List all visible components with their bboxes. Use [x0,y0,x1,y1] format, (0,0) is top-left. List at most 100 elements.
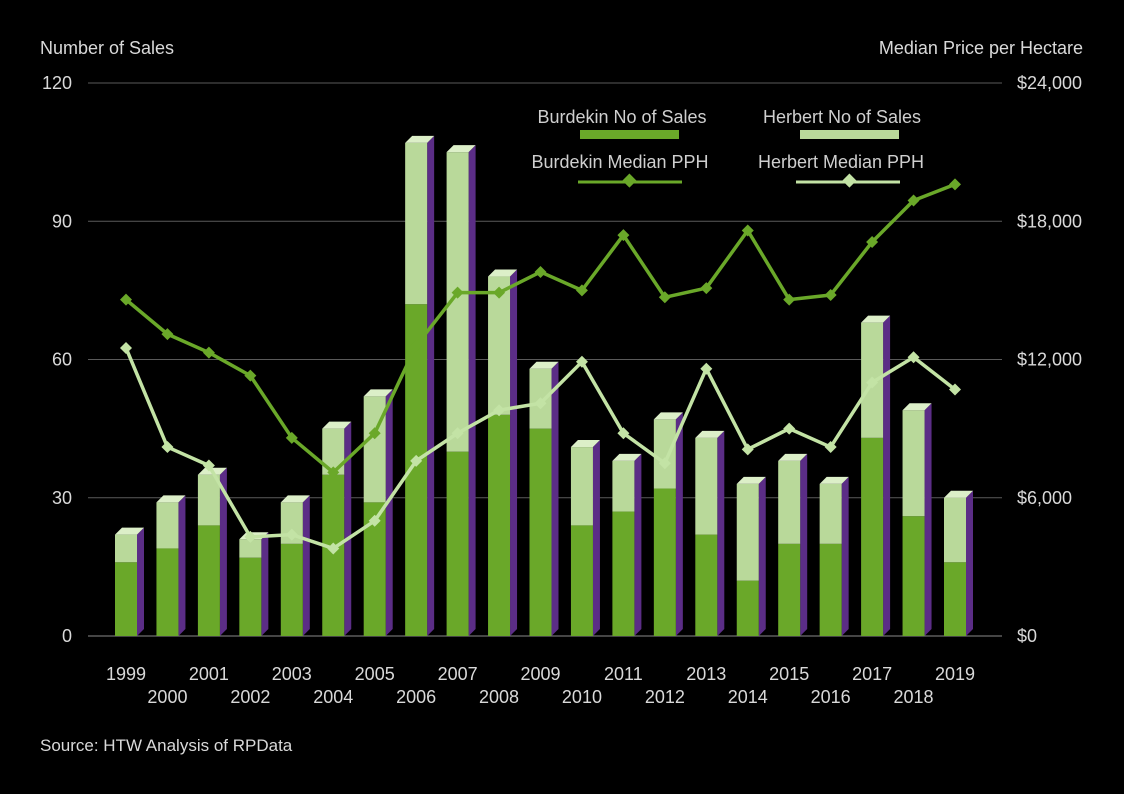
point-2010 [575,355,588,368]
bar-burdekin-sales [653,488,676,636]
bar-side [717,430,725,636]
point-2004 [327,466,340,479]
x-axis-ticks: 1999200020012002200320042005200620072008… [106,664,975,707]
point-2018 [907,194,920,207]
bar-top [156,495,186,503]
bar-top [570,440,600,448]
bar-2015 [778,453,808,636]
bar-top [488,269,518,277]
x-tick-label: 2019 [935,664,975,684]
bar-herbert-sales [944,497,966,563]
x-tick-label: 1999 [106,664,146,684]
point-2000 [161,441,174,454]
bar-side [841,476,849,636]
point-2013 [700,282,713,295]
bar-side [675,412,683,636]
bar-burdekin-sales [488,414,511,636]
source-note: Source: HTW Analysis of RPData [40,736,293,755]
bar-side [137,527,144,636]
bar-burdekin-sales [529,428,552,636]
point-2009 [534,265,547,278]
point-2007 [451,427,464,440]
point-2013 [700,362,713,375]
point-2007 [451,286,464,299]
bar-2006 [405,135,435,637]
x-tick-label: 2017 [852,664,892,684]
point-2012 [658,291,671,304]
bar-side [344,421,352,636]
point-2015 [783,422,796,435]
right-tick-label: $24,000 [1017,73,1082,93]
bar-top [115,527,144,535]
bar-burdekin-sales [363,502,386,636]
bar-herbert-sales [653,419,676,489]
point-2019 [949,383,961,396]
bar-top [944,490,973,498]
bar-side [592,440,600,636]
x-tick-label: 2018 [894,687,934,707]
left-axis-ticks: 0 30 60 90 120 [42,73,72,646]
bar-herbert-sales [695,437,718,535]
bar-burdekin-sales [156,548,179,636]
legend-label-burdekin-pph: Burdekin Median PPH [531,152,708,172]
bar-herbert-sales [156,502,179,549]
bar-side [302,495,310,636]
bar-herbert-sales [446,152,469,452]
x-tick-label: 2004 [313,687,353,707]
x-tick-label: 2010 [562,687,602,707]
right-tick-label: $12,000 [1017,350,1082,370]
point-2011 [617,427,630,440]
point-2010 [575,284,588,297]
price-lines [120,178,961,555]
x-tick-label: 2008 [479,687,519,707]
bar-side [261,532,269,636]
x-tick-label: 2014 [728,687,768,707]
bar-top [529,361,559,369]
point-2017 [866,376,879,389]
bar-2013 [695,430,725,636]
bar-top [653,412,683,420]
point-2014 [741,443,754,456]
point-2012 [658,457,671,470]
point-1999 [120,341,132,354]
point-2004 [327,542,340,555]
right-axis-title: Median Price per Hectare [879,38,1083,58]
bar-2008 [488,269,518,636]
bar-2007 [446,145,476,636]
point-2005 [368,514,381,527]
point-1999 [120,293,132,306]
bar-side [758,476,766,636]
bar-herbert-sales [612,460,635,512]
bar-side [510,269,518,636]
bar-2012 [653,412,683,636]
bar-side [468,145,476,636]
left-tick-label: 30 [52,488,72,508]
bar-herbert-sales [902,410,925,517]
bar-herbert-sales [819,483,842,544]
right-tick-label: $18,000 [1017,211,1082,231]
x-tick-label: 2001 [189,664,229,684]
bar-herbert-sales [197,474,220,526]
left-axis-title: Number of Sales [40,38,174,58]
bar-1999 [115,527,144,636]
x-tick-label: 2003 [272,664,312,684]
left-tick-label: 90 [52,211,72,231]
bar-2019 [944,490,973,636]
bar-2005 [363,389,393,636]
point-2002 [244,369,257,382]
x-tick-label: 2000 [147,687,187,707]
bar-burdekin-sales [197,525,220,636]
x-tick-label: 2002 [230,687,270,707]
bar-top [322,421,352,429]
bar-side [178,495,186,636]
point-2008 [493,286,506,299]
bar-herbert-sales [570,447,593,526]
line-burdekin-pph [120,178,961,479]
point-2000 [161,328,174,341]
legend-swatch-herbert-sales [800,130,899,139]
bar-top [819,476,849,484]
bar-top [612,453,642,461]
bar-burdekin-sales [902,516,925,636]
